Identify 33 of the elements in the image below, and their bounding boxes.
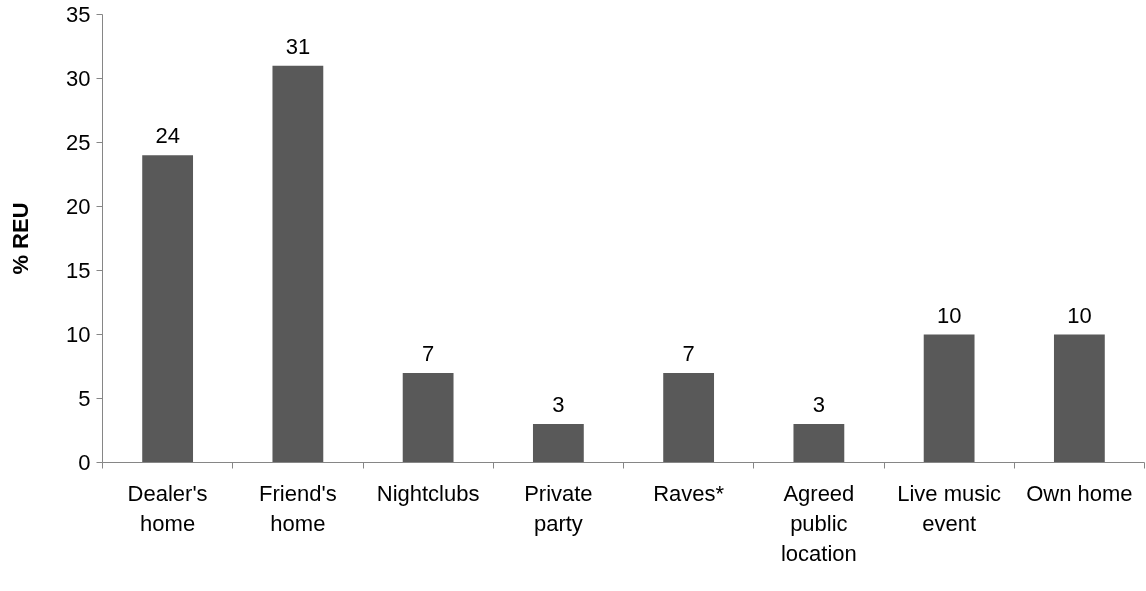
bar [532, 424, 584, 463]
x-tick-label: Friend's home [259, 480, 337, 536]
y-tick-label: 35 [66, 2, 91, 27]
bar [272, 65, 324, 463]
data-label: 3 [552, 392, 565, 418]
y-tick-label: 5 [78, 386, 91, 411]
x-tick-label: Private party [524, 480, 593, 536]
y-tick-label: 15 [66, 258, 91, 283]
y-tick-label: 0 [78, 450, 91, 475]
x-tick-label: Raves* [653, 480, 725, 506]
x-tick-label: Live music event [897, 480, 1002, 536]
data-label: 31 [285, 33, 311, 59]
data-label: 3 [812, 392, 826, 418]
bar [793, 424, 845, 463]
bar [142, 155, 194, 463]
y-tick-label: 20 [66, 194, 91, 219]
data-label: 7 [682, 340, 695, 366]
x-tick-label: Dealer's home [127, 480, 208, 536]
data-label: 24 [155, 123, 180, 149]
data-label: 10 [936, 302, 962, 328]
x-tick-label: Agreed public location [780, 480, 857, 566]
y-tick-label: 25 [66, 130, 91, 155]
y-axis-title: % REU [8, 202, 34, 275]
x-tick-label: Own home [1026, 480, 1133, 506]
y-tick-label: 30 [66, 66, 91, 91]
bar [663, 372, 715, 463]
bar [923, 334, 975, 463]
bar [1053, 334, 1105, 463]
data-label: 10 [1067, 302, 1092, 328]
data-label: 7 [422, 340, 435, 366]
y-tick-label: 10 [66, 322, 91, 347]
bar [402, 372, 454, 463]
x-tick-label: Nightclubs [376, 480, 480, 506]
